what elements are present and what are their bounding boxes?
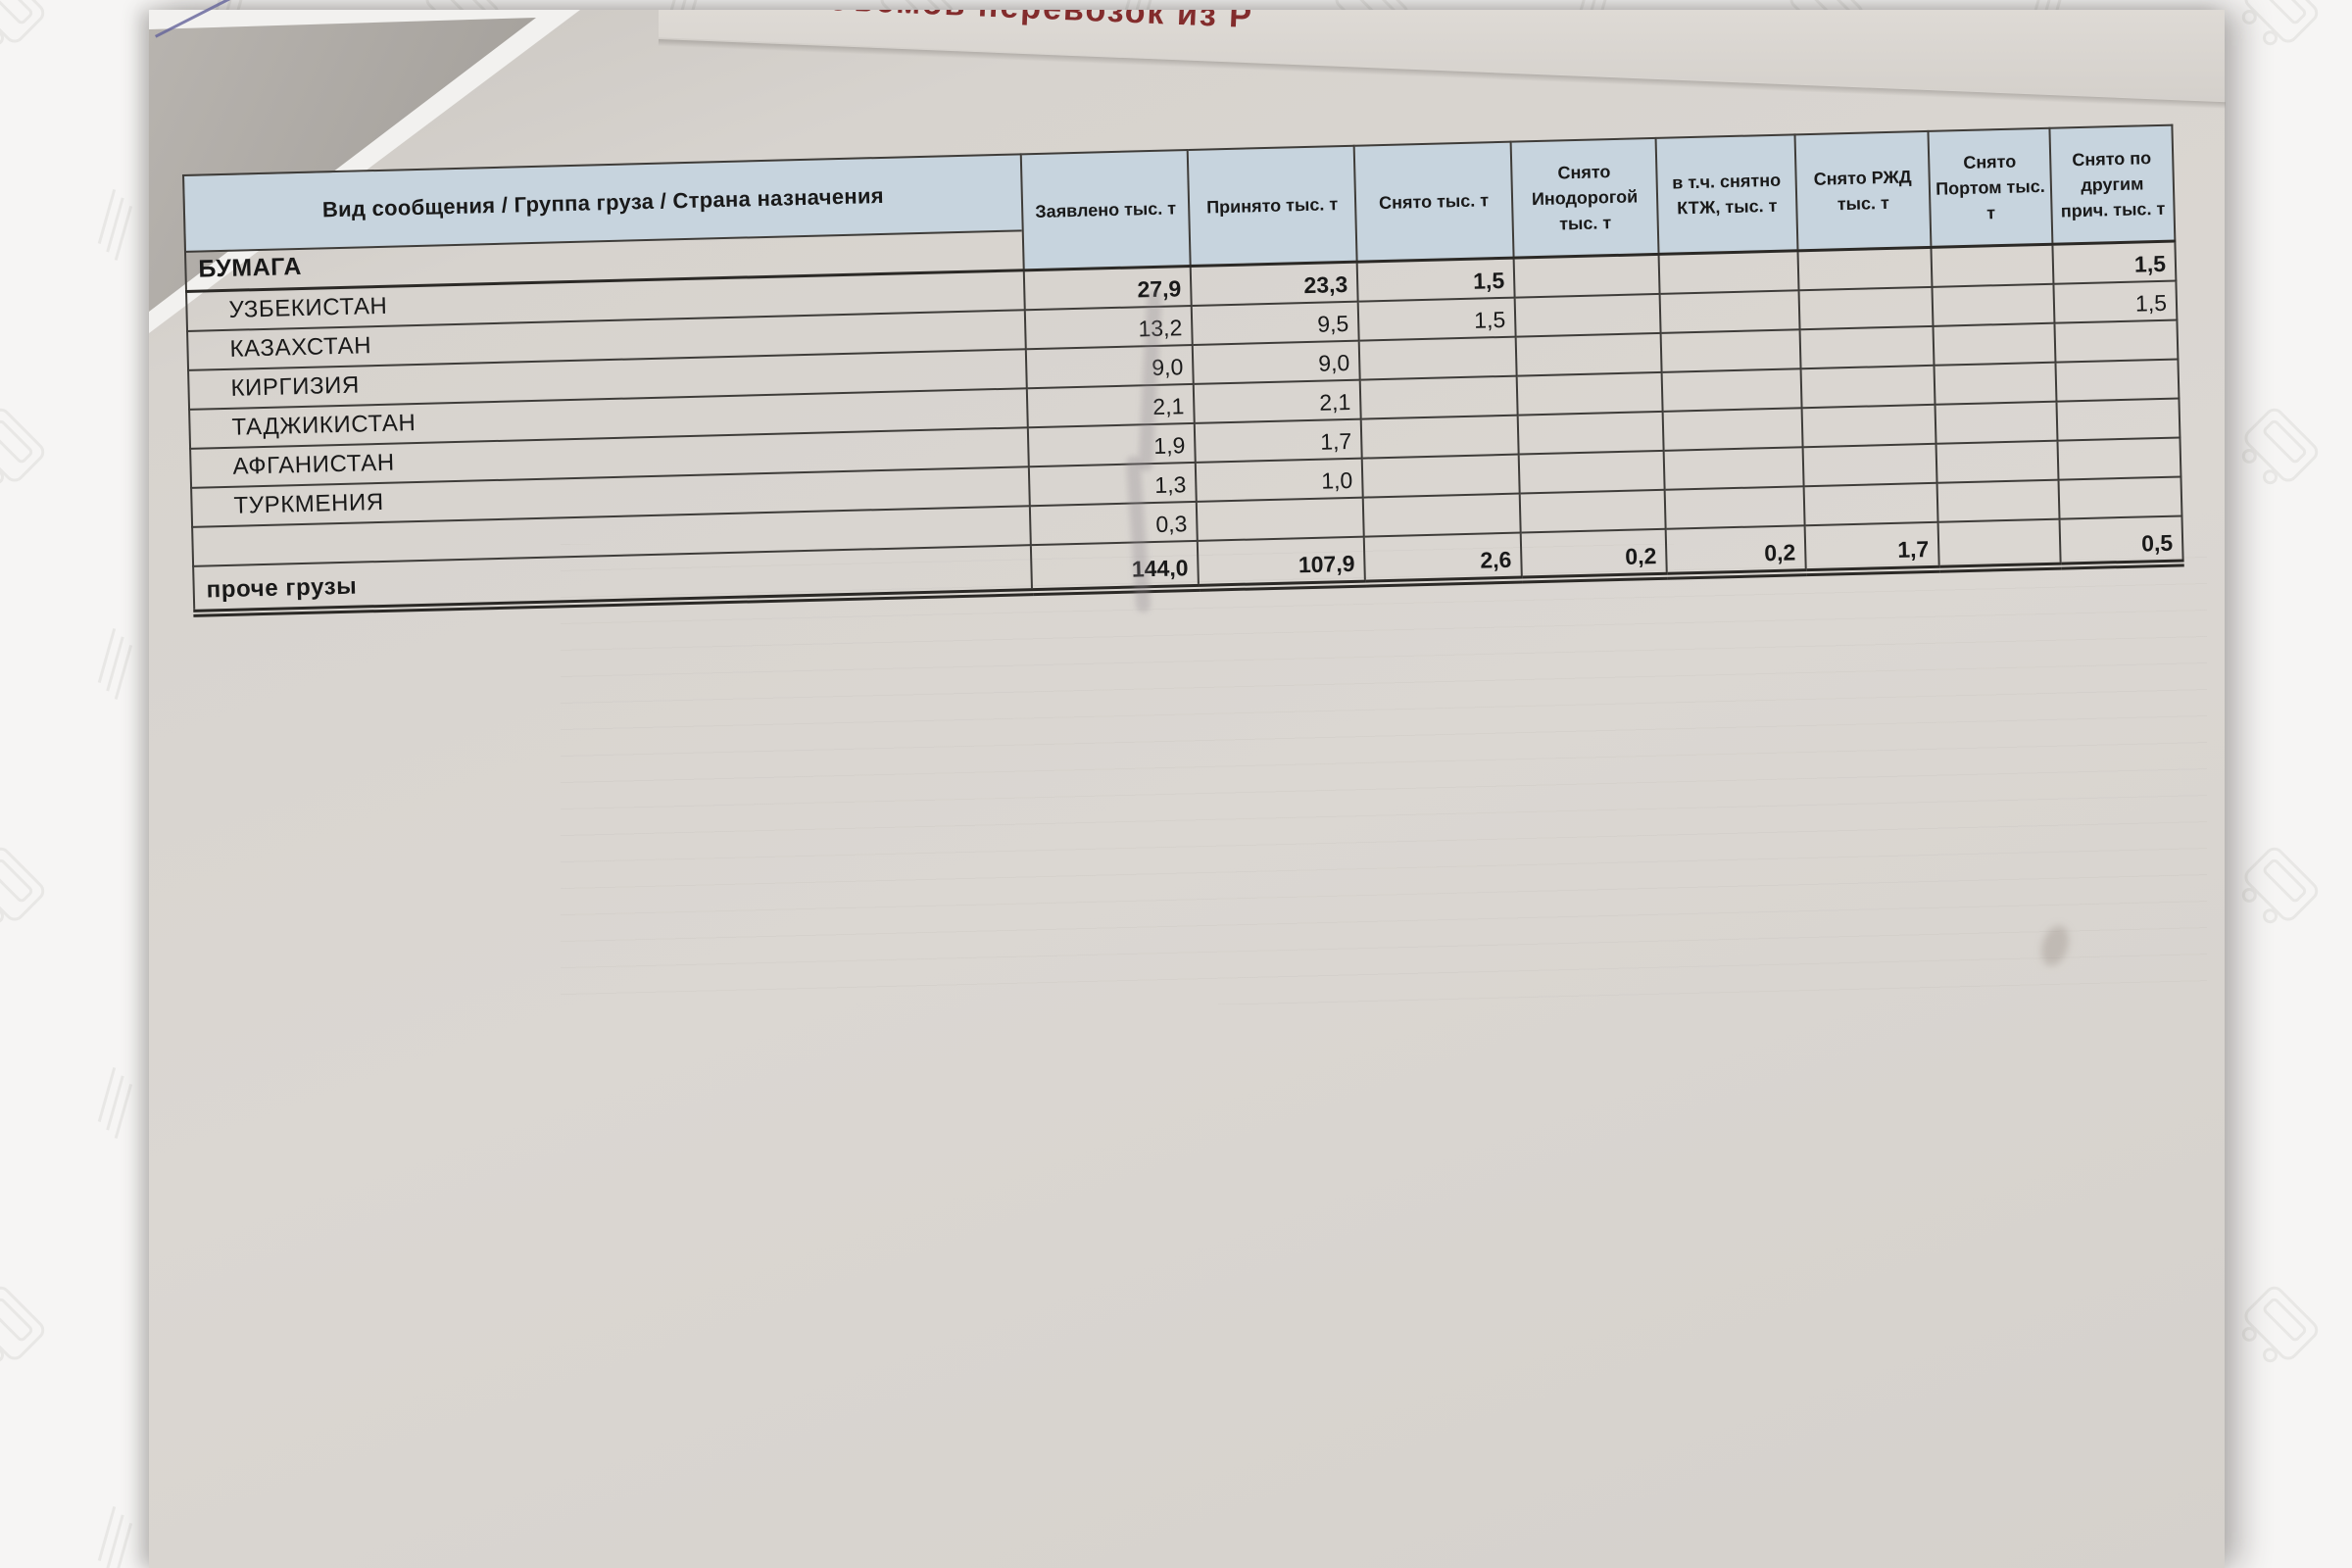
stripes-watermark-icon <box>2328 1482 2352 1568</box>
value-cell <box>1662 408 1803 451</box>
column-header-7: Снято Портом тыс. т <box>1928 127 2053 248</box>
value-cell <box>1934 362 2057 405</box>
value-cell <box>1362 493 1521 537</box>
value-cell <box>1658 250 1799 294</box>
value-cell: 1,7 <box>1194 418 1362 463</box>
column-header-3: Снято тыс. т <box>1353 141 1514 263</box>
value-cell: 2,1 <box>1026 383 1195 428</box>
stripes-watermark-icon <box>2328 604 2352 731</box>
value-cell <box>1196 497 1364 541</box>
value-cell <box>1803 482 1938 526</box>
value-cell <box>1513 254 1660 298</box>
value-cell <box>1660 329 1801 372</box>
faint-ruling-lines <box>561 544 2207 1004</box>
value-cell: 1,5 <box>1356 258 1515 302</box>
value-cell <box>1799 325 1935 369</box>
value-cell <box>1358 336 1517 380</box>
value-cell <box>1798 286 1934 330</box>
value-cell <box>1515 332 1662 376</box>
value-cell: 0,3 <box>1029 501 1198 546</box>
value-cell <box>1663 447 1804 490</box>
stripes-watermark-icon <box>97 1505 133 1568</box>
value-cell: 2,1 <box>1193 379 1361 423</box>
value-cell <box>1800 365 1936 409</box>
value-cell <box>1936 440 2059 483</box>
value-cell <box>1514 293 1661 337</box>
value-cell: 1,0 <box>1195 458 1363 502</box>
stripes-watermark-icon <box>97 627 133 700</box>
value-cell <box>1797 247 1933 291</box>
value-cell <box>2057 437 2181 480</box>
upper-sheet: объемов перевозок из Р <box>659 10 2225 102</box>
value-cell <box>1802 443 1937 487</box>
stripes-watermark-icon <box>2328 1043 2352 1170</box>
value-cell <box>1933 322 2056 366</box>
value-cell: 9,0 <box>1192 340 1360 384</box>
column-header-6: Снято РЖД тыс. т <box>1794 130 1932 251</box>
stripes-watermark-icon <box>97 1066 133 1139</box>
train-watermark-icon <box>2241 847 2319 924</box>
value-cell <box>1661 368 1802 412</box>
column-header-8: Снято по другим прич. тыс. т <box>2049 124 2176 245</box>
value-cell: 27,9 <box>1023 266 1192 311</box>
value-cell: 9,0 <box>1025 344 1194 389</box>
value-cell <box>1664 486 1805 529</box>
train-watermark-icon <box>2241 408 2319 485</box>
train-watermark-icon <box>0 0 45 46</box>
value-cell <box>1518 450 1665 494</box>
value-cell <box>2056 398 2180 441</box>
column-header-4: Снято Инодорогой тыс. т <box>1510 137 1659 259</box>
value-cell <box>1659 290 1800 333</box>
value-cell: 1,5 <box>2053 280 2178 323</box>
value-cell <box>2054 319 2179 363</box>
value-cell <box>1517 411 1664 455</box>
value-cell <box>1360 415 1519 459</box>
train-watermark-icon <box>0 408 45 485</box>
stripes-watermark-icon <box>97 188 133 261</box>
value-cell: 9,5 <box>1191 301 1359 345</box>
value-cell <box>2058 476 2182 519</box>
train-watermark-icon <box>2241 1286 2319 1363</box>
value-cell: 1,5 <box>2052 241 2177 284</box>
value-cell: 23,3 <box>1190 262 1358 306</box>
train-watermark-icon <box>2241 0 2319 46</box>
value-cell <box>1519 489 1666 533</box>
train-watermark-icon <box>0 1286 45 1363</box>
value-cell <box>1932 283 2055 326</box>
value-cell: 13,2 <box>1024 305 1193 350</box>
column-header-1: Заявлено тыс. т <box>1020 150 1191 270</box>
value-cell <box>1931 244 2054 287</box>
value-cell <box>1359 375 1518 419</box>
value-cell <box>1801 404 1936 448</box>
column-header-2: Принято тыс. т <box>1187 145 1357 267</box>
paper-sheet: объемов перевозок из Р Вид сообщения / Г… <box>149 0 2226 1568</box>
value-cell <box>1361 454 1520 498</box>
value-cell <box>1935 401 2058 444</box>
column-header-5: в т.ч. снятно КТЖ, тыс. т <box>1655 134 1798 255</box>
value-cell: 1,3 <box>1028 462 1197 507</box>
value-cell <box>1936 479 2060 522</box>
value-cell: 1,5 <box>1357 297 1516 341</box>
value-cell: 1,9 <box>1027 422 1196 467</box>
value-cell <box>1516 371 1663 416</box>
value-cell <box>2055 359 2180 402</box>
column-header-main-cell: Вид сообщения / Группа груза / Страна на… <box>183 154 1024 292</box>
train-watermark-icon <box>0 847 45 924</box>
stripes-watermark-icon <box>2328 165 2352 292</box>
